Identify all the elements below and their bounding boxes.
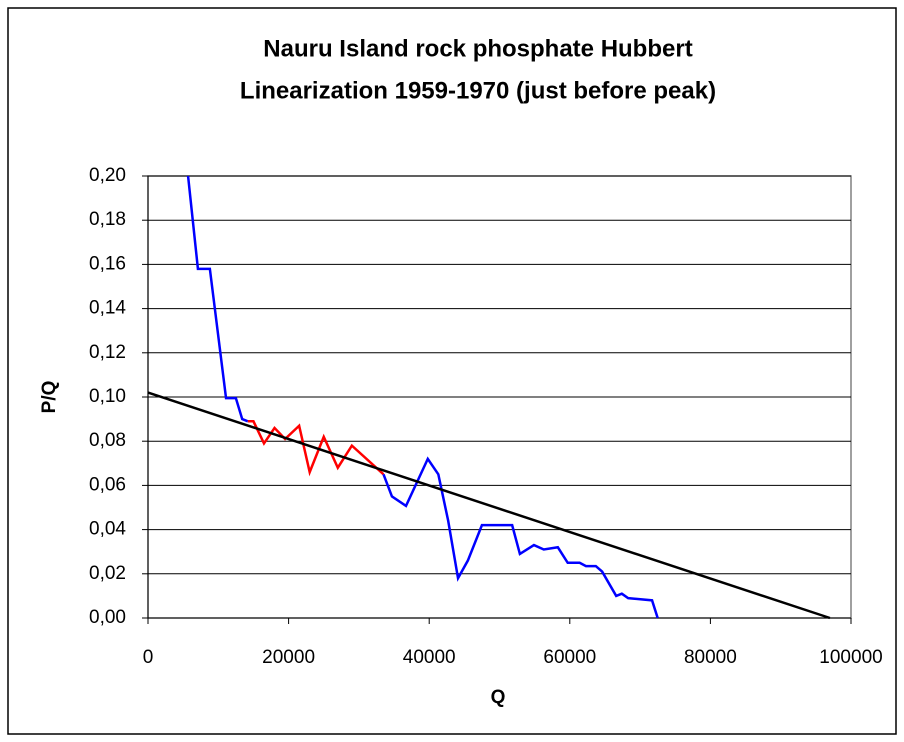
y-tick-label: 0,20 bbox=[89, 165, 126, 186]
y-tick-label: 0,08 bbox=[89, 430, 126, 451]
y-tick-label: 0,00 bbox=[89, 607, 126, 628]
x-tick-label: 100000 bbox=[819, 647, 882, 668]
x-tick-label: 20000 bbox=[262, 647, 315, 668]
x-tick-label: 80000 bbox=[684, 647, 737, 668]
y-axis-label: P/Q bbox=[39, 381, 60, 414]
x-tick-label: 0 bbox=[143, 647, 154, 668]
x-axis-label: Q bbox=[491, 687, 506, 708]
chart-title: Nauru Island rock phosphate Hubbert bbox=[263, 35, 692, 62]
chart-title: Linearization 1959-1970 (just before pea… bbox=[240, 77, 716, 104]
y-tick-label: 0,12 bbox=[89, 342, 126, 363]
series-line bbox=[186, 175, 249, 423]
series-line bbox=[247, 420, 385, 477]
y-tick-label: 0,02 bbox=[89, 563, 126, 584]
y-tick-label: 0,04 bbox=[89, 519, 126, 540]
x-tick-label: 40000 bbox=[403, 647, 456, 668]
y-tick-label: 0,16 bbox=[89, 253, 126, 274]
series-line bbox=[148, 391, 831, 620]
series-line bbox=[382, 456, 659, 619]
y-tick-label: 0,10 bbox=[89, 386, 126, 407]
y-tick-label: 0,14 bbox=[89, 298, 126, 319]
y-tick-label: 0,06 bbox=[89, 474, 126, 495]
x-tick-label: 60000 bbox=[543, 647, 596, 668]
y-tick-label: 0,18 bbox=[89, 209, 126, 230]
